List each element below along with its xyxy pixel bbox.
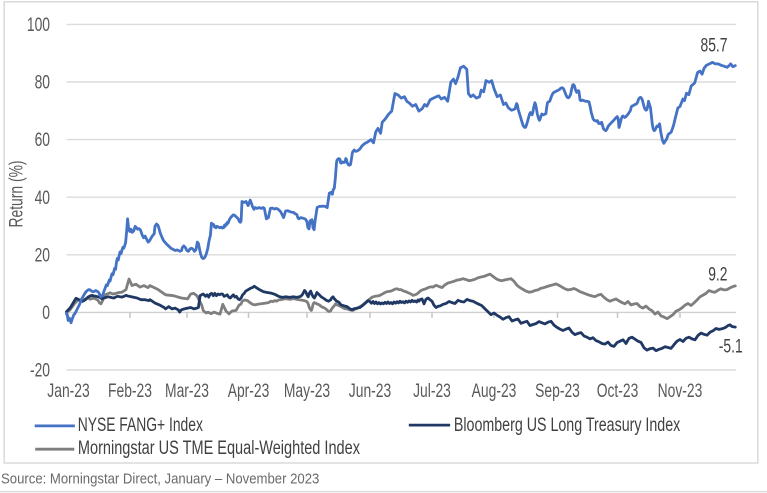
svg-text:100: 100 <box>27 14 50 36</box>
svg-text:60: 60 <box>35 129 50 151</box>
svg-text:20: 20 <box>35 244 50 266</box>
svg-text:Mar-23: Mar-23 <box>165 380 209 402</box>
svg-text:-20: -20 <box>30 359 50 381</box>
svg-text:May-23: May-23 <box>284 380 330 402</box>
svg-text:Bloomberg US Long Treasury Ind: Bloomberg US Long Treasury Index <box>454 414 681 435</box>
svg-text:Source: Morningstar Direct, Ja: Source: Morningstar Direct, January – No… <box>1 471 320 487</box>
svg-text:80: 80 <box>35 71 50 93</box>
svg-text:40: 40 <box>35 187 50 209</box>
svg-text:Apr-23: Apr-23 <box>228 380 270 402</box>
svg-text:85.7: 85.7 <box>701 34 728 56</box>
svg-text:Oct-23: Oct-23 <box>597 380 639 402</box>
svg-text:Jan-23: Jan-23 <box>47 380 89 402</box>
svg-text:Jul-23: Jul-23 <box>413 380 451 402</box>
svg-text:9.2: 9.2 <box>708 263 727 285</box>
svg-text:Nov-23: Nov-23 <box>658 380 703 402</box>
svg-text:0: 0 <box>42 302 50 324</box>
svg-text:Jun-23: Jun-23 <box>349 380 391 402</box>
svg-text:Aug-23: Aug-23 <box>472 380 517 402</box>
svg-text:Morningstar US TME Equal-Weigh: Morningstar US TME Equal-Weighted Index <box>78 437 361 458</box>
svg-text:Feb-23: Feb-23 <box>108 380 152 402</box>
svg-text:Return (%): Return (%) <box>5 160 27 227</box>
svg-text:NYSE FANG+ Index: NYSE FANG+ Index <box>78 414 204 436</box>
svg-text:-5.1: -5.1 <box>719 335 743 357</box>
svg-text:Sep-23: Sep-23 <box>535 380 580 402</box>
